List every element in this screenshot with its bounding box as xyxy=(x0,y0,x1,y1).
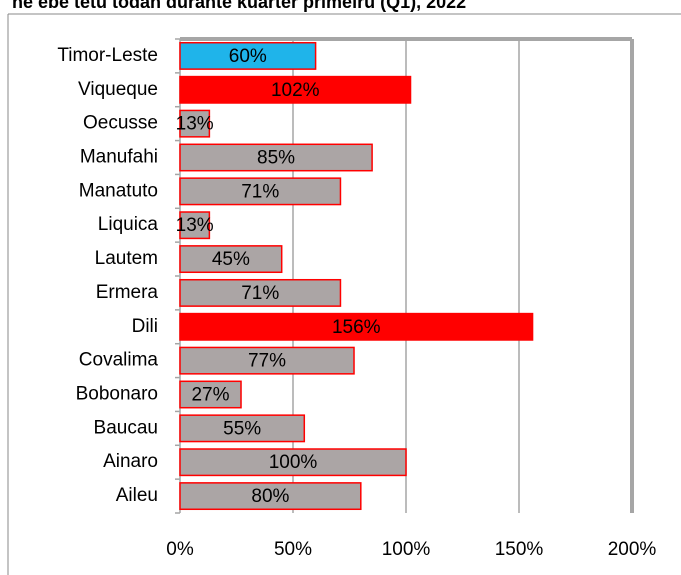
x-tick-label: 150% xyxy=(495,539,544,560)
x-tick-label: 100% xyxy=(382,539,431,560)
y-tick-label: Manatuto xyxy=(79,180,158,201)
bar xyxy=(179,448,407,477)
bar xyxy=(179,346,355,375)
y-tick-label: Timor-Leste xyxy=(57,45,158,66)
bar xyxy=(179,482,362,511)
bar xyxy=(179,143,373,172)
x-tick-label: 0% xyxy=(166,539,194,560)
data-label: 77% xyxy=(248,351,286,372)
bar xyxy=(179,109,211,138)
bar xyxy=(179,414,306,443)
data-label: 71% xyxy=(241,283,279,304)
data-label: 80% xyxy=(251,486,289,507)
y-tick-label: Dili xyxy=(132,316,158,337)
bar xyxy=(179,380,242,409)
bar xyxy=(179,75,412,104)
y-tick-label: Baucau xyxy=(94,417,158,438)
data-label: 45% xyxy=(212,249,250,270)
bar xyxy=(179,312,534,341)
bar xyxy=(179,177,342,206)
y-tick-label: Bobonaro xyxy=(76,384,158,405)
data-label: 102% xyxy=(271,80,320,101)
bar xyxy=(179,211,211,240)
y-tick-label: Manufahi xyxy=(80,147,158,168)
y-tick-label: Oecusse xyxy=(83,113,158,134)
bar xyxy=(179,278,342,307)
data-label: 55% xyxy=(223,418,261,439)
data-label: 13% xyxy=(176,215,214,236)
data-label: 85% xyxy=(257,148,295,169)
chart-title: ne ebe tetu todan durante kuarter primei… xyxy=(12,0,466,12)
x-tick-label: 200% xyxy=(608,539,657,560)
data-label: 13% xyxy=(176,114,214,135)
bar xyxy=(179,245,283,274)
y-tick-label: Ainaro xyxy=(103,451,158,472)
y-tick-label: Aileu xyxy=(116,485,158,506)
y-tick-label: Covalima xyxy=(79,350,159,371)
y-tick-label: Viqueque xyxy=(78,79,158,100)
x-tick-label: 50% xyxy=(274,539,312,560)
y-tick-label: Lautem xyxy=(95,248,158,269)
y-tick-label: Liquica xyxy=(98,214,159,235)
data-label: 71% xyxy=(241,181,279,202)
data-label: 156% xyxy=(332,317,381,338)
data-label: 100% xyxy=(269,452,318,473)
data-label: 60% xyxy=(229,46,267,67)
data-label: 27% xyxy=(191,385,229,406)
bar xyxy=(179,41,317,70)
y-tick-label: Ermera xyxy=(96,282,159,303)
